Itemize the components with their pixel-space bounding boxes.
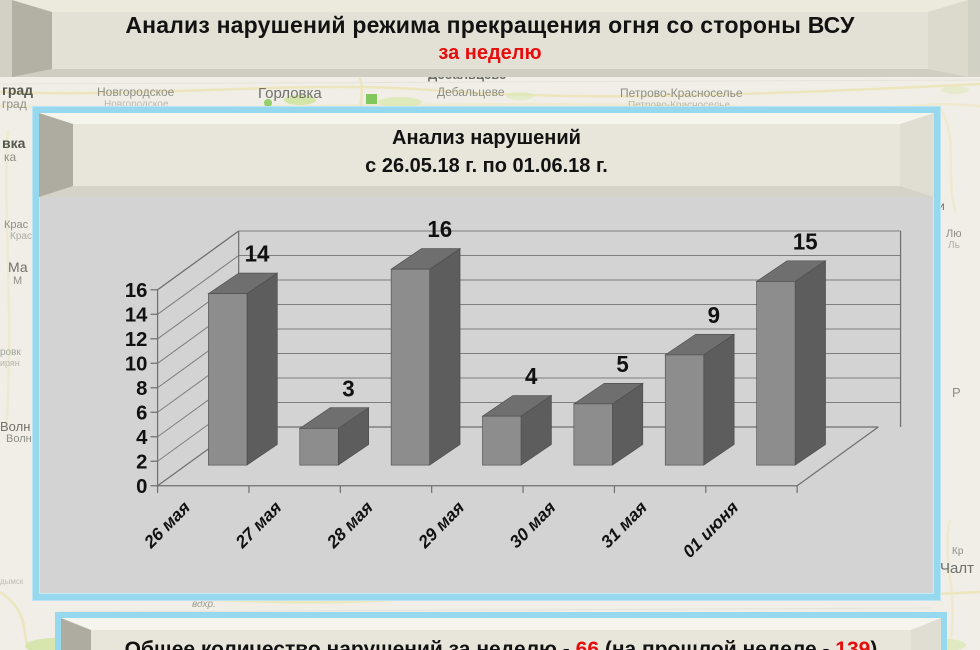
- bar: [756, 281, 796, 466]
- map-place-label: Ль: [948, 240, 960, 251]
- chart-title: Анализ нарушений: [392, 127, 581, 149]
- map-place-label: Р: [952, 385, 961, 400]
- bar: [299, 428, 339, 466]
- bar-side: [429, 247, 461, 466]
- map-place-label: Новгородское: [104, 99, 169, 110]
- summary-text-part: (на прошлой неделе -: [599, 638, 836, 650]
- bar-value-label: 15: [793, 229, 818, 254]
- y-axis-label: 2: [136, 450, 147, 473]
- summary-text: Общее количество нарушений за неделю - 6…: [91, 638, 911, 650]
- y-axis-label: 12: [125, 328, 148, 351]
- axis-line: [157, 230, 240, 291]
- x-axis-label: 30 мая: [505, 497, 559, 552]
- map-place-label: Лю: [946, 228, 962, 240]
- map-place-label: дымск: [0, 577, 24, 586]
- bar-side: [703, 333, 735, 466]
- header-banner-face: Анализ нарушений режима прекращения огня…: [12, 0, 968, 77]
- x-axis-label: 26 мая: [139, 497, 194, 553]
- map-place-label: Новгородское: [97, 85, 175, 99]
- bar: [390, 268, 430, 466]
- y-axis-label: 16: [125, 279, 148, 302]
- summary-text-part: 139: [835, 638, 871, 650]
- map-place-label: Волн: [6, 433, 32, 445]
- map-place-label: ка: [4, 150, 17, 164]
- map-place-label: Крас: [4, 219, 29, 231]
- y-axis-label: 10: [125, 352, 148, 375]
- y-axis-label: 14: [125, 303, 148, 326]
- bar: [482, 415, 522, 466]
- x-axis-label: 31 мая: [597, 497, 651, 552]
- axis-line: [796, 426, 879, 487]
- header-banner: Анализ нарушений режима прекращения огня…: [0, 0, 980, 77]
- summary-text-part: Общее количество нарушений за неделю -: [124, 638, 576, 650]
- x-axis-label: 27 мая: [231, 497, 286, 553]
- chart-date-range: с 26.05.18 г. по 01.06.18 г.: [365, 155, 608, 177]
- page-title: Анализ нарушений режима прекращения огня…: [125, 12, 855, 38]
- bar-side: [794, 260, 826, 466]
- map-place-label: Ма: [8, 259, 28, 275]
- y-axis-label: 4: [136, 426, 148, 449]
- map-place-label: Чалт: [940, 560, 974, 577]
- y-axis-label: 6: [136, 401, 147, 424]
- summary-banner: Общее количество нарушений за неделю - 6…: [55, 612, 947, 650]
- map-place-label: Горловка: [258, 85, 322, 102]
- map-place-label: Петрово-Красноселье: [620, 86, 743, 100]
- map-place-label: ирян: [0, 358, 20, 368]
- chart-plot-area: 0 2 4 6 8 10 12 14 16 14 3 16 4 5 9 15 26 мая 27 мая 28 ма…: [39, 197, 934, 594]
- bar: [573, 403, 613, 466]
- map-place-label: Волн: [0, 419, 31, 434]
- y-axis-label: 8: [136, 377, 147, 400]
- bar-value-label: 3: [342, 376, 354, 401]
- bar: [208, 293, 248, 466]
- bar-value-label: 16: [427, 217, 452, 242]
- summary-text-part: 66: [575, 638, 599, 650]
- chart-title-bar: Анализ нарушений с 26.05.18 г. по 01.06.…: [39, 113, 934, 197]
- map-place-label: Петрово-Красноселье: [628, 100, 731, 111]
- chart-panel: Анализ нарушений с 26.05.18 г. по 01.06.…: [33, 107, 940, 600]
- map-place-label: вка: [2, 135, 26, 151]
- bar-value-label: 4: [525, 364, 538, 389]
- page-subtitle: за неделю: [438, 42, 542, 64]
- x-axis-label: 29 мая: [413, 497, 468, 553]
- x-axis-label: 28 мая: [322, 497, 377, 553]
- summary-banner-face: Общее количество нарушений за неделю - 6…: [61, 618, 941, 650]
- map-place-label: ровк: [0, 347, 21, 358]
- y-axis-label: 0: [136, 475, 147, 498]
- x-axis-label: 01 июня: [679, 497, 742, 562]
- map-place-label: вдхр.: [192, 599, 216, 610]
- map-place-label: град: [2, 97, 27, 111]
- bar: [664, 354, 705, 466]
- bar-value-label: 5: [616, 352, 628, 377]
- bar-value-label: 14: [245, 242, 270, 267]
- map-place-label: Крас: [10, 231, 32, 242]
- map-place-label: М: [13, 275, 23, 287]
- bar-side: [246, 272, 278, 466]
- bar-value-label: 9: [708, 303, 720, 328]
- map-place-label: Кр: [952, 546, 964, 557]
- map-place-label: Дебальцеве: [437, 85, 505, 99]
- summary-text-part: ): [870, 638, 878, 650]
- map-place-label: град: [2, 82, 34, 98]
